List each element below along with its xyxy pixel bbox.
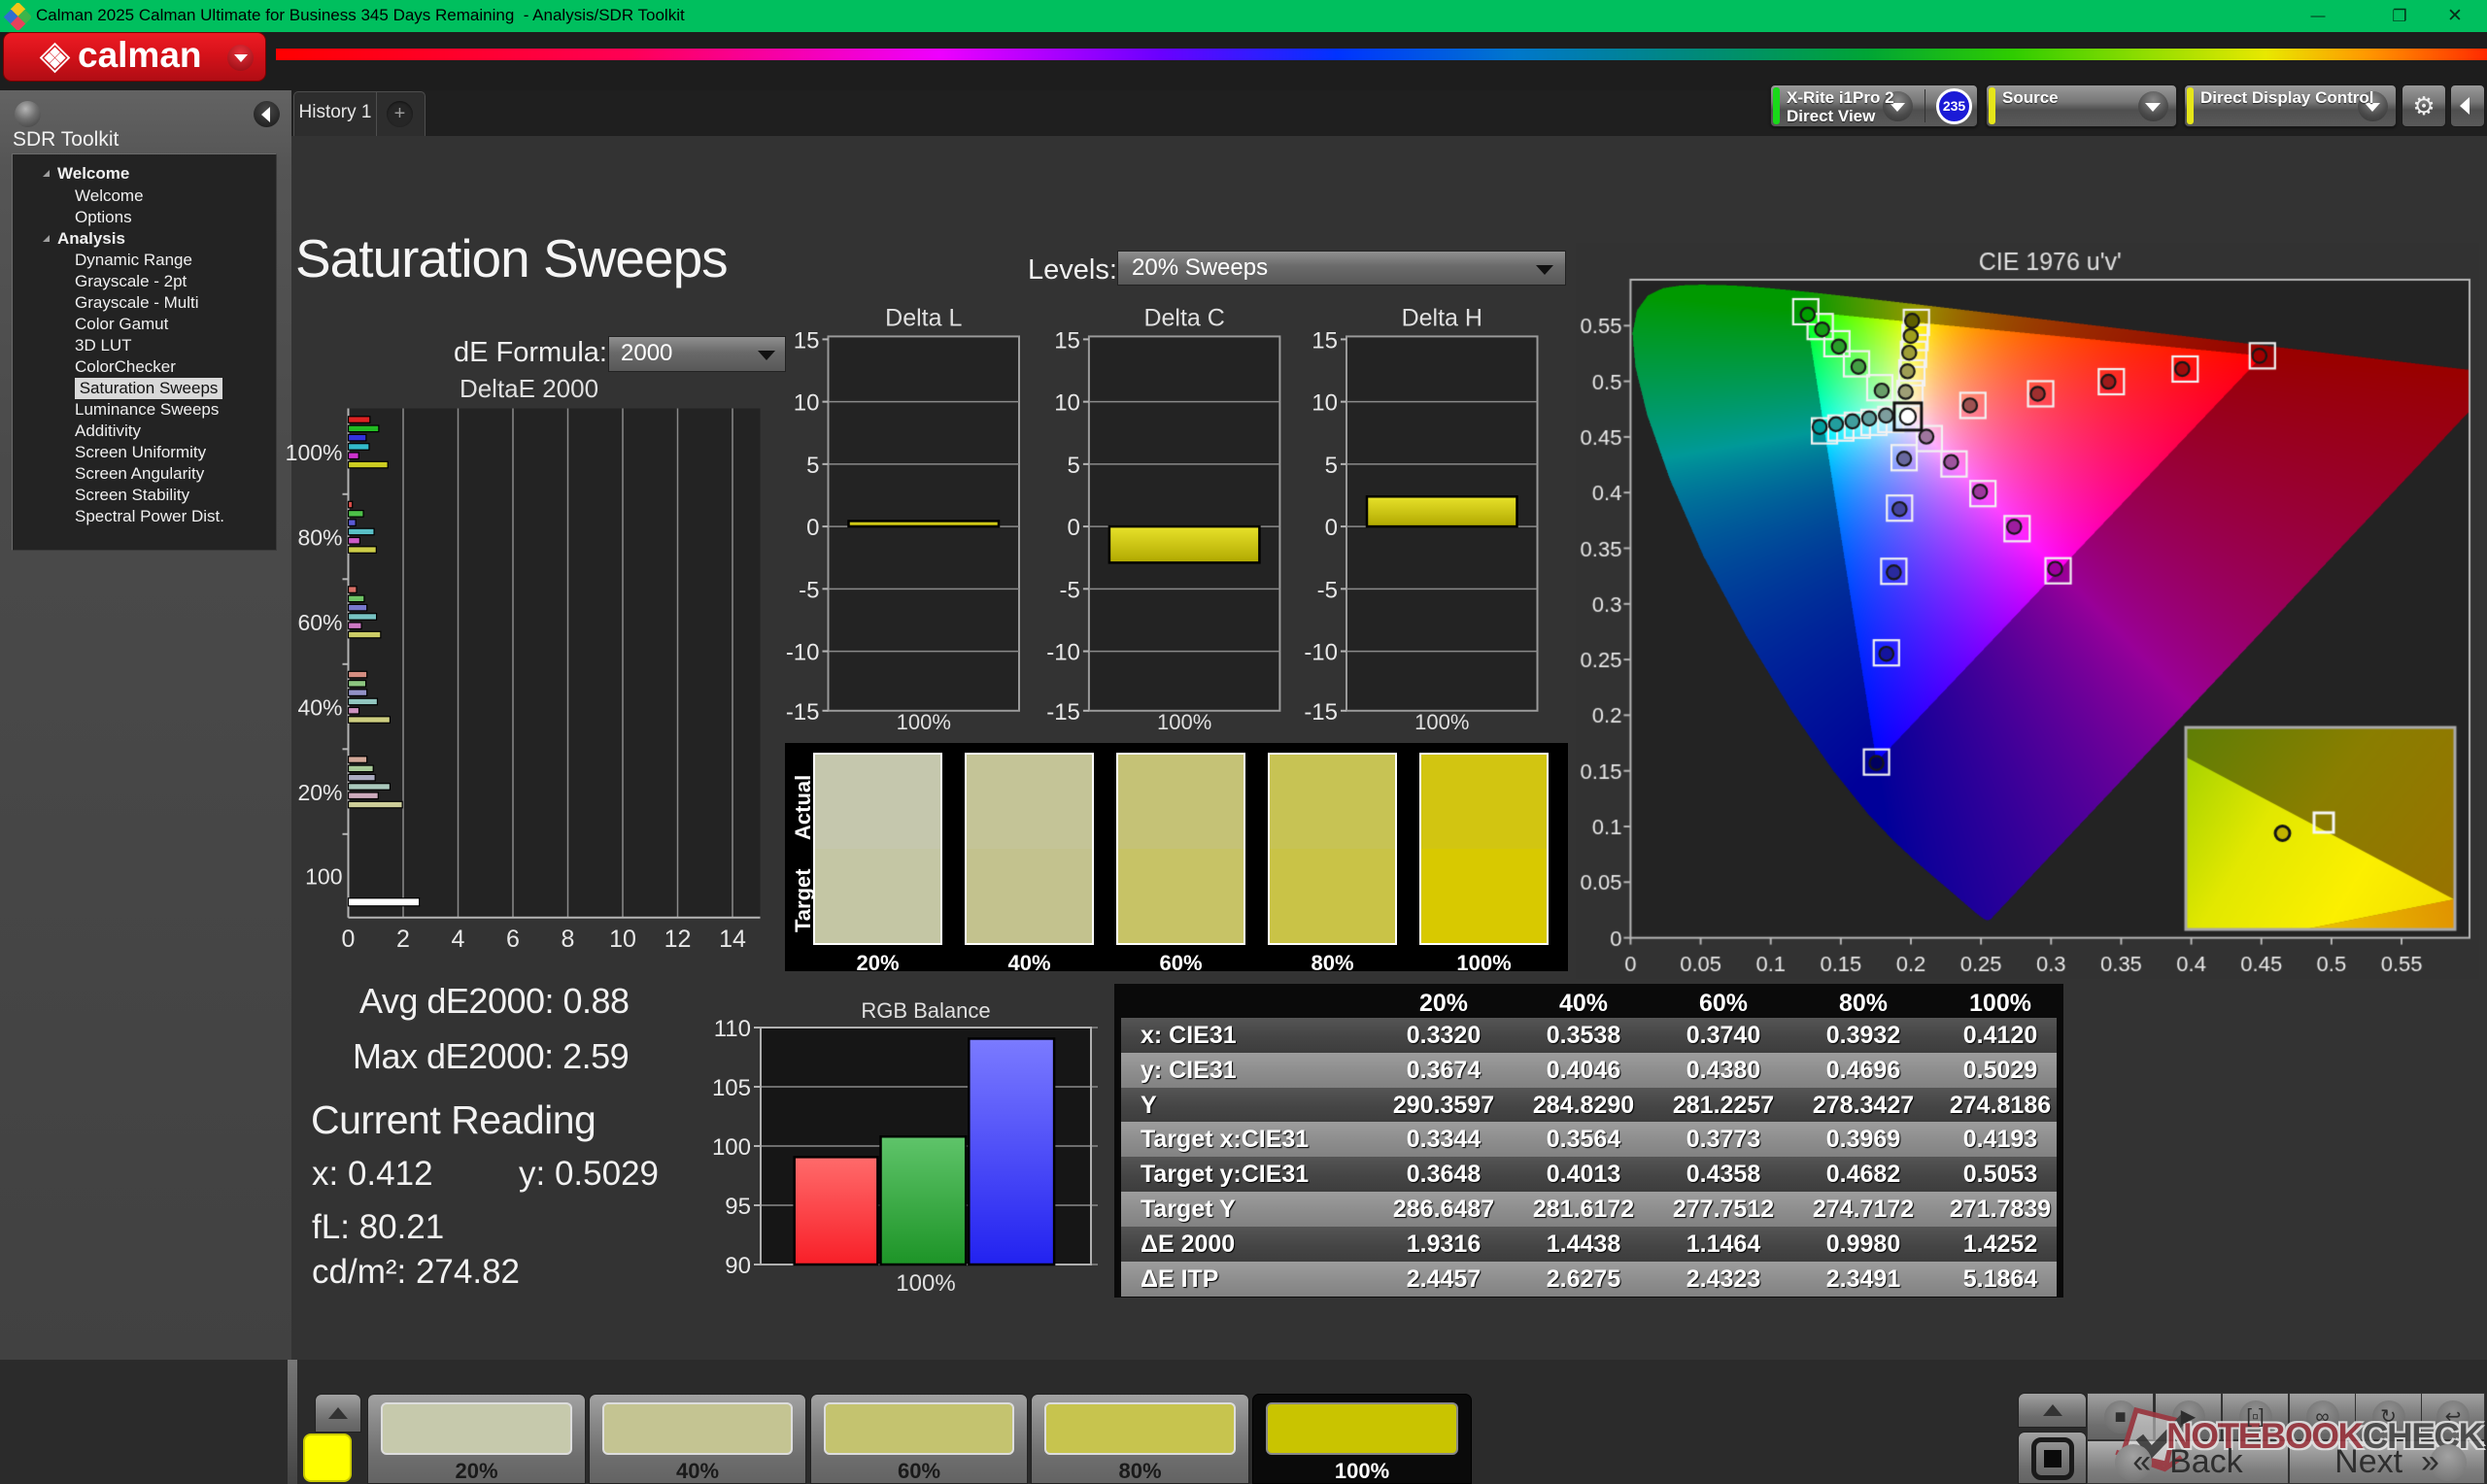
svg-text:12: 12 bbox=[664, 926, 692, 953]
svg-text:100: 100 bbox=[305, 863, 342, 889]
svg-text:10: 10 bbox=[1312, 390, 1338, 417]
svg-text:5: 5 bbox=[1325, 453, 1338, 479]
svg-text:110: 110 bbox=[714, 1016, 751, 1042]
svg-text:2: 2 bbox=[396, 926, 410, 953]
svg-text:-10: -10 bbox=[786, 640, 820, 666]
svg-text:-5: -5 bbox=[799, 577, 819, 603]
svg-text:80%: 80% bbox=[297, 524, 342, 550]
svg-text:100%: 100% bbox=[1414, 710, 1469, 734]
svg-text:100%: 100% bbox=[286, 440, 343, 465]
svg-text:8: 8 bbox=[562, 926, 575, 953]
svg-text:40%: 40% bbox=[297, 694, 342, 720]
svg-text:-10: -10 bbox=[1046, 640, 1080, 666]
svg-text:10: 10 bbox=[609, 926, 636, 953]
svg-text:15: 15 bbox=[1312, 327, 1338, 354]
svg-text:10: 10 bbox=[794, 390, 820, 417]
svg-text:DeltaE 2000: DeltaE 2000 bbox=[460, 374, 598, 403]
svg-text:100%: 100% bbox=[1157, 710, 1211, 734]
svg-text:0: 0 bbox=[342, 926, 356, 953]
svg-text:-15: -15 bbox=[1046, 699, 1080, 725]
svg-text:100%: 100% bbox=[896, 1270, 955, 1297]
svg-text:-15: -15 bbox=[1304, 699, 1338, 725]
svg-text:105: 105 bbox=[712, 1075, 751, 1101]
svg-text:-10: -10 bbox=[1304, 640, 1338, 666]
svg-text:Delta H: Delta H bbox=[1402, 306, 1482, 331]
svg-text:10: 10 bbox=[1054, 390, 1080, 417]
svg-text:0: 0 bbox=[1325, 515, 1338, 541]
svg-text:4: 4 bbox=[452, 926, 465, 953]
svg-text:0: 0 bbox=[806, 515, 819, 541]
svg-text:15: 15 bbox=[1054, 327, 1080, 354]
svg-text:95: 95 bbox=[725, 1194, 751, 1220]
svg-text:100%: 100% bbox=[897, 710, 951, 734]
svg-text:100: 100 bbox=[712, 1134, 751, 1161]
svg-text:-5: -5 bbox=[1060, 577, 1080, 603]
svg-text:Delta L: Delta L bbox=[885, 306, 962, 331]
svg-text:5: 5 bbox=[806, 453, 819, 479]
svg-text:90: 90 bbox=[725, 1253, 751, 1279]
svg-text:20%: 20% bbox=[297, 780, 342, 805]
svg-text:RGB Balance: RGB Balance bbox=[861, 1000, 990, 1023]
svg-text:60%: 60% bbox=[297, 610, 342, 635]
svg-text:14: 14 bbox=[719, 926, 746, 953]
svg-text:Delta C: Delta C bbox=[1143, 306, 1224, 331]
svg-text:5: 5 bbox=[1068, 453, 1080, 479]
svg-text:0: 0 bbox=[1068, 515, 1080, 541]
svg-text:-15: -15 bbox=[786, 699, 820, 725]
svg-text:-5: -5 bbox=[1317, 577, 1338, 603]
svg-text:15: 15 bbox=[794, 327, 820, 354]
svg-text:6: 6 bbox=[506, 926, 520, 953]
